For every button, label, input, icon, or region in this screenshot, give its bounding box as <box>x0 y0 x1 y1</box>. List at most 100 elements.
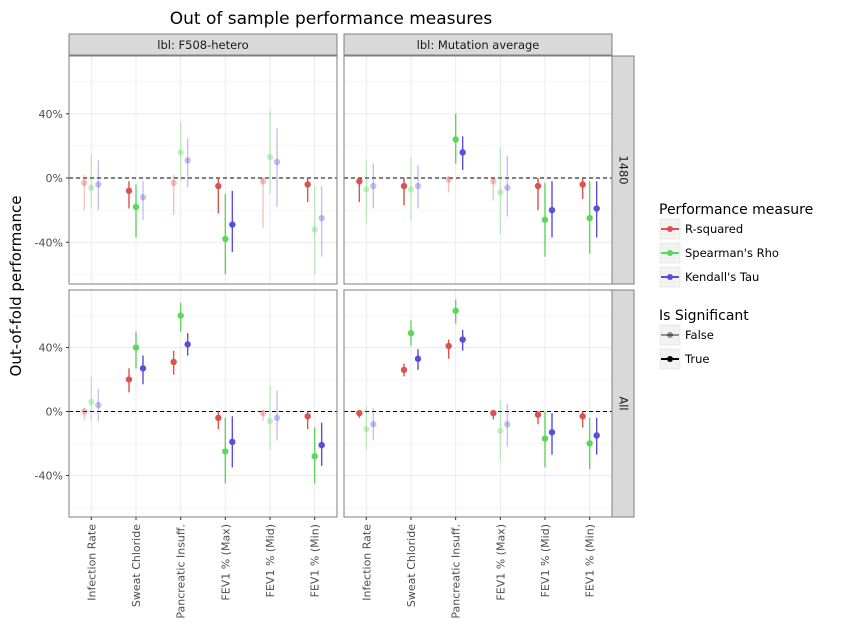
panel-background <box>69 56 337 284</box>
data-point <box>215 182 222 190</box>
data-point <box>490 409 497 417</box>
data-point <box>452 307 459 314</box>
data-point <box>452 136 459 143</box>
x-tick-label: Sweat Chloride <box>130 524 143 607</box>
y-tick-label: -40% <box>35 236 63 249</box>
facet-strip-label: lbl: Mutation average <box>417 38 540 52</box>
panel-border <box>68 55 338 285</box>
data-point <box>459 149 466 156</box>
data-point <box>222 235 229 243</box>
panel-border <box>343 289 613 518</box>
panel-background <box>344 56 612 284</box>
data-point <box>184 157 191 164</box>
data-point <box>400 366 408 374</box>
y-tick-label: 40% <box>39 342 63 355</box>
x-tick-label: Pancreatic Insuff. <box>450 524 463 619</box>
data-point <box>548 206 556 214</box>
panel-border <box>68 289 338 518</box>
data-point <box>541 435 549 442</box>
data-point <box>273 414 281 422</box>
data-point <box>579 413 586 420</box>
data-point <box>215 414 222 422</box>
data-point <box>229 438 236 446</box>
x-tick-label: FEV1 % (Max) <box>219 524 232 601</box>
data-point <box>407 186 415 193</box>
x-tick-label: Pancreatic Insuff. <box>175 524 188 619</box>
data-point <box>370 421 377 428</box>
data-point <box>504 421 511 428</box>
legend-label: True <box>684 352 709 366</box>
panel-background <box>69 290 337 517</box>
y-tick-label: 0% <box>46 172 63 185</box>
data-point <box>132 203 140 211</box>
data-point <box>139 365 147 372</box>
y-tick-label: 40% <box>39 108 63 121</box>
facet-panels: lbl: F508-hetero lbl: Mutation average 148… <box>35 33 635 619</box>
data-point <box>125 187 133 195</box>
data-point <box>363 425 370 433</box>
panel-background <box>344 290 612 517</box>
x-tick-label: FEV1 % (Max) <box>494 524 507 601</box>
legend-key-point <box>667 356 673 362</box>
data-point <box>541 216 549 223</box>
x-tick-label: FEV1 % (Mid) <box>539 524 552 597</box>
data-point <box>504 184 511 191</box>
legend-key-point <box>667 226 673 232</box>
facet-strip-col <box>343 33 613 56</box>
data-point <box>407 329 415 337</box>
data-point <box>177 149 184 156</box>
data-point <box>593 432 600 439</box>
chart-title: Out of sample performance measures <box>170 9 493 29</box>
data-point <box>81 408 88 415</box>
data-point <box>586 440 593 447</box>
data-point <box>170 179 177 187</box>
panel-border <box>343 55 613 285</box>
data-point <box>95 181 102 188</box>
data-point <box>229 221 236 228</box>
data-point <box>445 342 452 350</box>
y-tick-label: 0% <box>46 405 63 418</box>
data-point <box>311 226 318 233</box>
data-point <box>132 344 140 351</box>
legend-title: Performance measure <box>659 202 813 218</box>
facet-strip-label: All <box>617 396 631 410</box>
y-axis-title: Out-of-fold performance <box>7 196 25 377</box>
legend-label: False <box>685 328 714 342</box>
legend-label: Spearman's Rho <box>685 246 779 260</box>
x-tick-label: Sweat Chloride <box>405 524 418 607</box>
data-point <box>273 158 281 166</box>
facet-panel <box>343 55 613 285</box>
facet-strip-label: 1480 <box>617 155 631 184</box>
facet-panel: -40% 0% 40% <box>35 55 338 285</box>
data-point <box>490 178 497 185</box>
data-point <box>459 336 466 343</box>
data-point <box>356 178 363 185</box>
x-tick-label: Infection Rate <box>360 524 373 601</box>
legend-label: Kendall's Tau <box>685 270 759 284</box>
data-point <box>497 189 504 196</box>
data-point <box>414 355 422 362</box>
data-point <box>125 376 133 383</box>
facet-panel: Infection Rate Sweat Chloride Pancreatic I… <box>343 289 613 619</box>
data-point <box>356 409 363 417</box>
x-tick-label: FEV1 % (Min) <box>309 524 322 597</box>
legend-key <box>659 324 681 346</box>
x-tick-label: FEV1 % (Min) <box>584 524 597 597</box>
data-point <box>95 401 102 409</box>
legend: Performance measure R-squared Spearman's R… <box>659 202 813 370</box>
data-point <box>177 312 184 319</box>
facet-strip-col <box>68 33 338 56</box>
facet-panel: -40% 0% 40% Infection Rate Sweat Chloride Pan… <box>35 289 338 619</box>
data-point <box>311 453 318 460</box>
data-point <box>414 182 422 190</box>
data-point <box>363 186 370 193</box>
legend-key-point <box>667 274 673 280</box>
data-point <box>318 441 325 449</box>
facet-strip-label: lbl: F508-hetero <box>157 38 248 52</box>
data-point <box>222 448 229 455</box>
data-point <box>259 409 267 417</box>
legend-label: R-squared <box>685 222 743 236</box>
legend-title: Is Significant <box>659 308 749 324</box>
legend-key-point <box>667 250 673 256</box>
